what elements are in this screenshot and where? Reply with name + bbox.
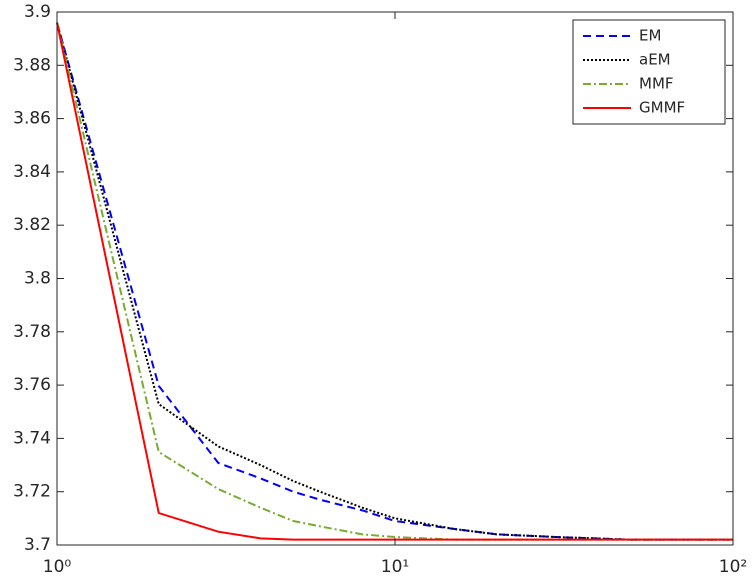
legend-label: aEM	[639, 51, 671, 69]
y-tick-label: 3.88	[13, 55, 51, 75]
y-tick-label: 3.76	[13, 375, 51, 395]
x-tick-label: 10¹	[381, 557, 409, 577]
x-tick-label: 10⁰	[43, 557, 72, 577]
y-tick-label: 3.84	[13, 162, 51, 182]
y-tick-label: 3.74	[13, 428, 51, 448]
legend-label: EM	[639, 27, 661, 45]
legend-label: MMF	[639, 75, 674, 93]
plot-area	[56, 22, 733, 541]
series-line	[56, 22, 733, 541]
y-tick-label: 3.72	[13, 482, 51, 502]
y-tick-label: 3.78	[13, 322, 51, 342]
legend: EM aEM MMF GMMF	[572, 19, 726, 125]
y-tick-label: 3.7	[24, 535, 51, 555]
legend-box	[572, 19, 726, 125]
x-tick-label: 10²	[719, 557, 747, 577]
legend-label: GMMF	[639, 99, 685, 117]
series-line	[56, 22, 733, 541]
y-tick-label: 3.9	[24, 2, 51, 22]
y-tick-label: 3.8	[24, 269, 51, 289]
y-tick-label: 3.82	[13, 215, 51, 235]
y-tick-label: 3.86	[13, 109, 51, 129]
series-line	[56, 22, 733, 541]
